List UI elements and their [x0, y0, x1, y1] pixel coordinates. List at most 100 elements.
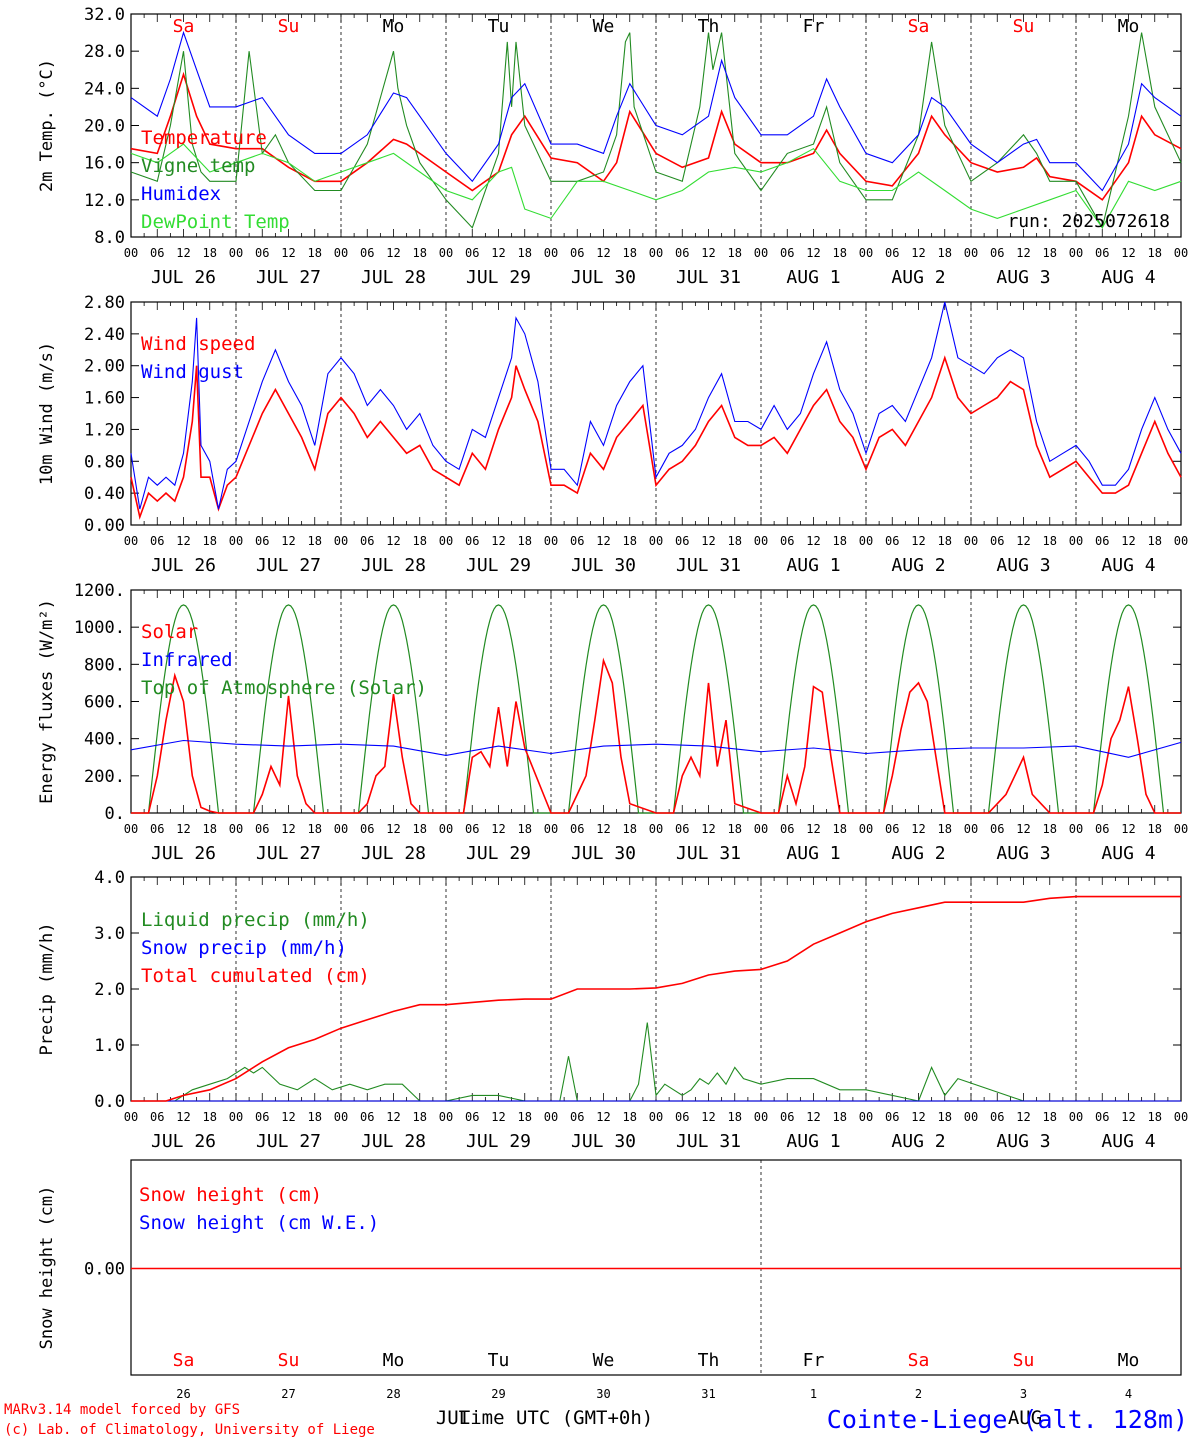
hour-tick-label: 18	[728, 534, 742, 548]
y-tick-label: 2.80	[84, 293, 125, 313]
hour-tick-label: 12	[596, 822, 610, 836]
hour-tick-label: 06	[570, 246, 584, 260]
hour-tick-label: 12	[386, 534, 400, 548]
hour-tick-label: 00	[439, 534, 453, 548]
hour-tick-label: 06	[465, 246, 479, 260]
hour-tick-label: 00	[754, 246, 768, 260]
hour-tick-label: 06	[465, 1110, 479, 1124]
hour-tick-label: 06	[465, 534, 479, 548]
hour-tick-label: 00	[1069, 822, 1083, 836]
y-tick-label: 200.	[84, 767, 125, 787]
hour-tick-label: 12	[491, 246, 505, 260]
hour-tick-label: 00	[964, 246, 978, 260]
y-tick-label: 400.	[84, 730, 125, 750]
hour-tick-label: 00	[229, 534, 243, 548]
hour-tick-label: 18	[1043, 822, 1057, 836]
hour-tick-label: 18	[413, 246, 427, 260]
hour-tick-label: 12	[1121, 1110, 1135, 1124]
date-label: AUG 1	[786, 1131, 840, 1152]
y-tick-label: 1200.	[74, 581, 125, 601]
day-abbr-top: Sa	[908, 16, 930, 37]
hour-tick-label: 18	[1148, 246, 1162, 260]
date-label: JUL 26	[151, 1131, 216, 1152]
hour-tick-label: 00	[649, 1110, 663, 1124]
hour-tick-label: 12	[911, 246, 925, 260]
day-abbr-top: We	[593, 16, 615, 37]
date-label: JUL 28	[361, 267, 426, 288]
hour-tick-label: 06	[360, 822, 374, 836]
series-line-total-cumulated-cm-	[131, 895, 1181, 1102]
y-tick-label: 1.0	[94, 1036, 125, 1056]
hour-tick-label: 06	[150, 534, 164, 548]
day-number: 29	[491, 1387, 505, 1401]
hour-tick-label: 00	[1174, 1110, 1188, 1124]
hour-tick-label: 12	[281, 246, 295, 260]
y-axis-label: 10m Wind (m/s)	[37, 342, 57, 485]
day-number: 4	[1125, 1387, 1132, 1401]
hour-tick-label: 00	[229, 1110, 243, 1124]
date-label: JUL 26	[151, 843, 216, 864]
hour-tick-label: 00	[754, 1110, 768, 1124]
hour-tick-label: 18	[623, 1110, 637, 1124]
hour-tick-label: 18	[938, 1110, 952, 1124]
hour-tick-label: 06	[255, 1110, 269, 1124]
hour-tick-label: 00	[334, 822, 348, 836]
series-line-humidex	[130, 30, 1182, 192]
date-label: AUG 3	[996, 267, 1050, 288]
hour-tick-label: 06	[255, 822, 269, 836]
y-tick-label: 800.	[84, 655, 125, 675]
hour-tick-label: 06	[255, 246, 269, 260]
date-label: AUG 2	[891, 843, 945, 864]
date-label: JUL 31	[676, 843, 741, 864]
hour-tick-label: 18	[833, 246, 847, 260]
hour-tick-label: 12	[911, 1110, 925, 1124]
month-label-aug: AUG	[1008, 1407, 1042, 1429]
series-line-dewpoint-temp	[130, 143, 1182, 229]
legend-entry: Vigne temp	[141, 155, 255, 177]
series-line-vigne-temp	[130, 32, 1182, 230]
hour-tick-label: 12	[596, 534, 610, 548]
hour-tick-label: 12	[701, 246, 715, 260]
legend-entry: DewPoint Temp	[141, 211, 290, 233]
hour-tick-label: 18	[203, 534, 217, 548]
hour-tick-label: 06	[360, 1110, 374, 1124]
hour-tick-label: 06	[570, 1110, 584, 1124]
hour-tick-label: 00	[1174, 534, 1188, 548]
hour-tick-label: 18	[308, 534, 322, 548]
legend-entry: Snow height (cm)	[139, 1184, 322, 1206]
y-axis-label: Energy fluxes (W/m²)	[37, 599, 57, 804]
hour-tick-label: 06	[675, 1110, 689, 1124]
hour-tick-label: 06	[990, 246, 1004, 260]
hour-tick-label: 06	[990, 822, 1004, 836]
hour-tick-label: 18	[203, 246, 217, 260]
date-label: AUG 4	[1101, 843, 1155, 864]
hour-tick-label: 00	[229, 822, 243, 836]
day-number: 28	[386, 1387, 400, 1401]
day-abbr-bottom: Mo	[383, 1350, 405, 1371]
hour-tick-label: 12	[281, 822, 295, 836]
hour-tick-label: 18	[728, 246, 742, 260]
hour-tick-label: 00	[964, 822, 978, 836]
date-label: JUL 30	[571, 1131, 636, 1152]
legend-entry: Wind speed	[141, 333, 255, 355]
panel-5	[130, 1159, 1182, 1376]
y-tick-label: 0.00	[84, 516, 125, 536]
date-label: AUG 2	[891, 267, 945, 288]
y-axis-label: 2m Temp. (°C)	[37, 59, 57, 192]
hour-tick-label: 12	[1016, 822, 1030, 836]
hour-tick-label: 18	[203, 1110, 217, 1124]
legend-entry: Total cumulated (cm)	[141, 965, 370, 987]
hour-tick-label: 06	[1095, 534, 1109, 548]
hour-tick-label: 06	[150, 246, 164, 260]
day-number: 31	[701, 1387, 715, 1401]
hour-tick-label: 06	[885, 246, 899, 260]
hour-tick-label: 06	[990, 534, 1004, 548]
series-line-liquid-precip-mm-h-	[131, 1022, 1181, 1102]
day-number: 2	[915, 1387, 922, 1401]
month-label-jul: JUL	[436, 1407, 470, 1429]
hour-tick-label: 12	[806, 1110, 820, 1124]
legend-entry: Infrared	[141, 649, 233, 671]
hour-tick-label: 18	[308, 246, 322, 260]
hour-tick-label: 12	[911, 822, 925, 836]
